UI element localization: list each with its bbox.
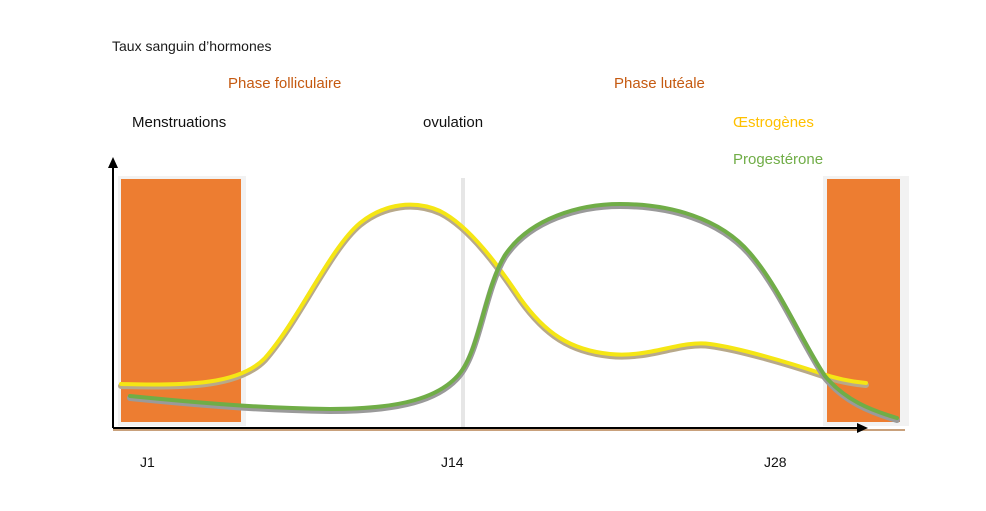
y-axis-arrow bbox=[108, 157, 118, 168]
progesterone-curve bbox=[128, 201, 899, 420]
event-label-menstruation: Menstruations bbox=[132, 114, 227, 131]
x-tick-j28: J28 bbox=[764, 454, 787, 470]
estrogen-curve bbox=[119, 202, 868, 387]
x-tick-j1: J1 bbox=[140, 454, 155, 470]
legend-progesterone: Progestérone bbox=[733, 151, 824, 168]
phase-label-follicular: Phase folliculaire bbox=[228, 75, 342, 92]
phase-label-luteal: Phase lutéale bbox=[614, 75, 705, 92]
event-label-ovulation: ovulation bbox=[423, 114, 484, 131]
legend-estrogen: Œstrogènes bbox=[733, 114, 814, 131]
y-axis-title: Taux sanguin d’hormones bbox=[112, 38, 272, 54]
x-tick-j14: J14 bbox=[441, 454, 464, 470]
x-axis-arrow bbox=[857, 423, 868, 433]
